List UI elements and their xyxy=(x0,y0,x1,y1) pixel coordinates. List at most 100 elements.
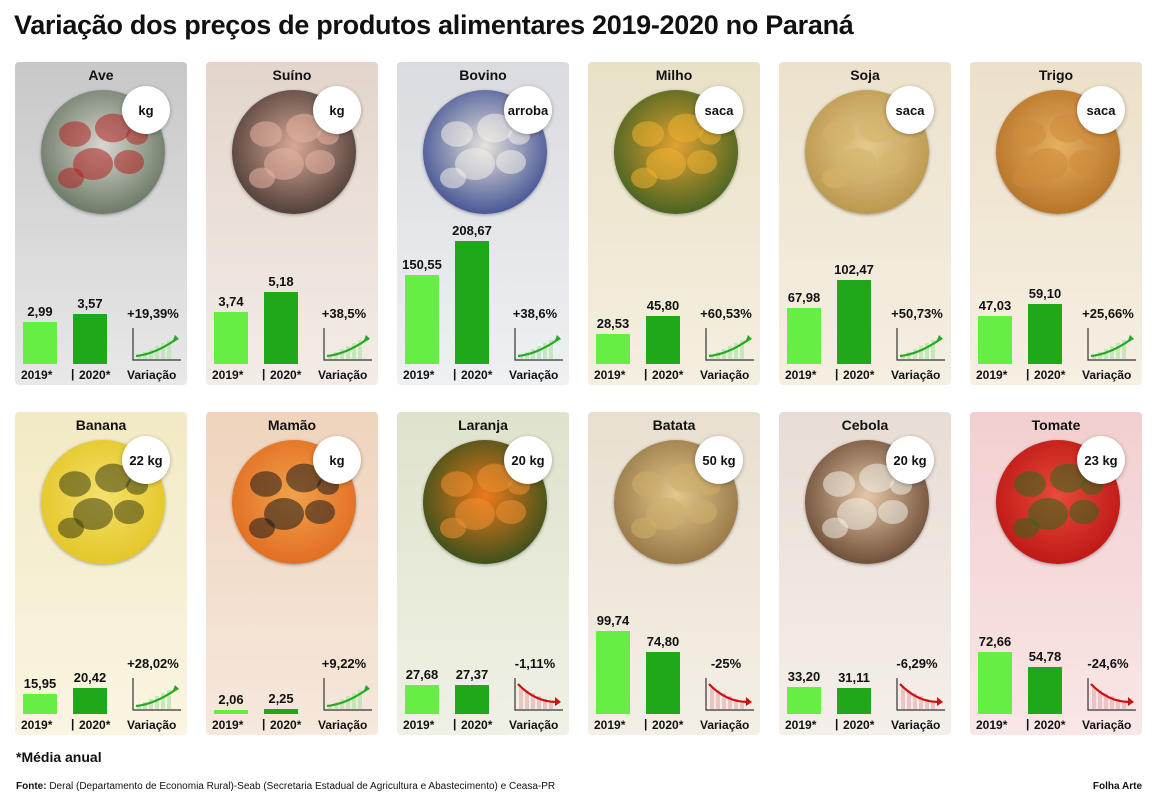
year-label-2020: 2020* xyxy=(461,368,493,382)
bar-2020 xyxy=(646,315,680,364)
product-name: Banana xyxy=(75,417,127,433)
value-label-2019: 3,74 xyxy=(218,294,244,309)
year-label-2019: 2019* xyxy=(21,718,53,732)
unit-badge: 20 kg xyxy=(504,436,552,484)
bar-2020 xyxy=(264,291,298,364)
page-title: Variação dos preços de produtos alimenta… xyxy=(14,10,854,40)
variation-label: Variação xyxy=(1082,718,1132,732)
variation-chart-icon xyxy=(131,326,183,362)
variation-arrow-icon xyxy=(1087,678,1136,711)
source-text: Deral (Departamento de Economia Rural)-S… xyxy=(49,781,556,792)
product-name: Soja xyxy=(850,67,880,83)
bar-2020 xyxy=(1028,667,1062,714)
tomatoes-photo xyxy=(996,440,1120,564)
value-label-2020: 31,11 xyxy=(838,670,870,686)
variation-arrow-icon xyxy=(132,678,181,711)
bar-2019 xyxy=(405,275,439,364)
variation-percent: +19,39% xyxy=(127,306,179,321)
variation-arrow-icon xyxy=(896,328,945,361)
variation-percent: +25,66% xyxy=(1082,306,1134,321)
year-separator: | xyxy=(453,717,457,731)
unit-badge: saca xyxy=(695,86,743,134)
year-label-2019: 2019* xyxy=(976,368,1008,382)
value-label-2020: 20,42 xyxy=(73,670,107,686)
product-name: Mamão xyxy=(267,417,317,433)
product-name: Tomate xyxy=(1031,417,1081,433)
variation-percent: +50,73% xyxy=(891,306,943,321)
product-photo xyxy=(805,90,929,214)
year-separator: | xyxy=(1026,717,1030,731)
value-label-2020: 3,57 xyxy=(77,296,103,312)
variation-chart-icon xyxy=(513,676,565,712)
value-label-2019: 28,53 xyxy=(596,316,630,332)
product-card-mamao: Mamão kg 2,06 2,25 2019* | 2020* +9,22% Variação xyxy=(206,412,378,735)
variation-chart-icon xyxy=(895,326,947,362)
year-label-2019: 2019* xyxy=(212,718,244,732)
variation-arrow-icon xyxy=(323,678,372,711)
product-card-bovino: Bovino arroba 150,55 208,67 2019* | 2020* +38,6… xyxy=(397,62,569,385)
value-label-2019: 27,68 xyxy=(405,666,439,682)
bar-2019 xyxy=(978,316,1012,364)
variation-arrow-icon xyxy=(514,328,563,361)
unit-badge: 23 kg xyxy=(1077,436,1125,484)
value-label-2020: 54,78 xyxy=(1028,649,1062,665)
unit-badge: 50 kg xyxy=(695,436,743,484)
value-label-2019: 67,98 xyxy=(787,290,821,306)
variation-percent: +38,6% xyxy=(512,306,558,321)
year-label-2019: 2019* xyxy=(785,368,817,382)
unit-badge: kg xyxy=(313,86,361,134)
variation-chart-icon xyxy=(704,326,756,362)
product-card-tomate: Tomate 23 kg 72,66 54,78 2019* | 2020* -24,6% Va… xyxy=(970,412,1142,735)
bar-2020 xyxy=(455,685,489,714)
year-separator: | xyxy=(262,367,266,381)
product-name: Milho xyxy=(655,67,693,83)
value-label-2019: 15,95 xyxy=(23,676,57,692)
bar-2019 xyxy=(787,686,821,714)
bar-2020 xyxy=(455,240,489,364)
unit-badge: 22 kg xyxy=(122,436,170,484)
value-label-2020: 2,25 xyxy=(268,691,294,707)
value-label-2020: 45,80 xyxy=(646,297,680,313)
variation-percent: -25% xyxy=(710,656,742,671)
variation-label: Variação xyxy=(891,368,941,382)
variation-arrow-icon xyxy=(323,328,372,361)
value-label-2019: 72,66 xyxy=(978,634,1012,650)
bar-2020 xyxy=(73,314,107,364)
year-label-2020: 2020* xyxy=(79,718,111,732)
product-card-laranja: Laranja 20 kg 27,68 27,37 2019* | 2020* -1,11% V… xyxy=(397,412,569,735)
unit-badge: arroba xyxy=(504,86,552,134)
year-label-2020: 2020* xyxy=(843,718,875,732)
variation-label: Variação xyxy=(318,368,368,382)
product-card-milho: Milho saca 28,53 45,80 2019* | 2020* +60,53% Var… xyxy=(588,62,760,385)
variation-percent: -6,29% xyxy=(896,656,938,671)
value-label-2020: 74,80 xyxy=(646,633,680,649)
source-line: Fonte: Deral (Departamento de Economia R… xyxy=(16,781,555,792)
variation-percent: +38,5% xyxy=(321,306,367,321)
variation-label: Variação xyxy=(700,368,750,382)
year-separator: | xyxy=(644,367,648,381)
year-separator: | xyxy=(262,717,266,731)
year-label-2020: 2020* xyxy=(652,718,684,732)
value-label-2019: 2,06 xyxy=(218,691,244,707)
source-label: Fonte: xyxy=(16,781,47,792)
year-label-2020: 2020* xyxy=(270,368,302,382)
variation-percent: +9,22% xyxy=(321,656,367,671)
year-label-2019: 2019* xyxy=(212,368,244,382)
unit-badge: kg xyxy=(313,436,361,484)
product-card-trigo: Trigo saca 47,03 59,10 2019* | 2020* +25,66% Var… xyxy=(970,62,1142,385)
variation-label: Variação xyxy=(700,718,750,732)
year-label-2019: 2019* xyxy=(594,368,626,382)
variation-label: Variação xyxy=(1082,368,1132,382)
variation-percent: -1,11% xyxy=(514,656,556,671)
variation-percent: +28,02% xyxy=(127,656,179,671)
year-label-2020: 2020* xyxy=(79,368,111,382)
variation-chart-icon xyxy=(895,676,947,712)
bar-2020 xyxy=(73,688,107,714)
product-name: Batata xyxy=(652,417,696,433)
bar-2019 xyxy=(405,684,439,714)
variation-label: Variação xyxy=(318,718,368,732)
year-label-2020: 2020* xyxy=(1034,718,1066,732)
value-label-2019: 47,03 xyxy=(978,298,1012,314)
year-separator: | xyxy=(644,717,648,731)
